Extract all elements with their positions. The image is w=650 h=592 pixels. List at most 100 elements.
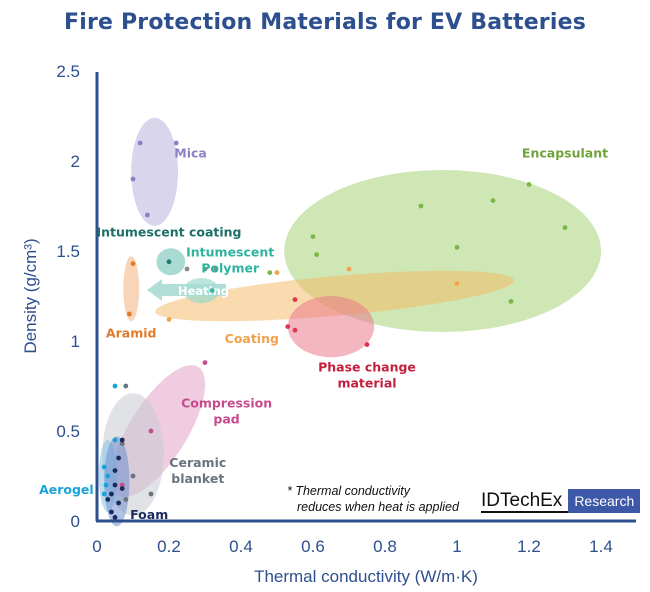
- y-tick-labels: 0 0.5 1 1.5 2 2.5: [56, 62, 80, 531]
- data-point-aramid: [126, 311, 132, 317]
- data-point-encapsulant: [418, 203, 424, 209]
- data-point-encapsulant: [267, 270, 273, 275]
- data-point-encapsulant: [310, 234, 316, 240]
- footnote-line-1: * Thermal conductivity: [287, 484, 411, 498]
- data-point-coating: [166, 317, 172, 322]
- logo-wordmark: IDTechEx: [481, 489, 569, 513]
- y-tick-label: 1.5: [56, 242, 80, 261]
- heating-label: Heating: [178, 284, 229, 298]
- data-point-encapsulant: [490, 198, 496, 204]
- label-coating: Coating: [225, 331, 279, 346]
- data-point-foam: [112, 468, 118, 473]
- data-point-misc: [184, 266, 190, 272]
- data-point-foam: [112, 482, 118, 488]
- data-point-encapsulant: [562, 225, 568, 231]
- x-tick-label: 0.4: [229, 537, 253, 556]
- data-point-encapsulant: [526, 182, 532, 187]
- data-point-misc: [202, 266, 208, 272]
- label-foam: Foam: [130, 507, 168, 522]
- data-point-aramid: [130, 261, 136, 266]
- x-tick-labels: 0 0.2 0.4 0.6 0.8 1 1.2 1.4: [92, 537, 613, 556]
- data-point-foam: [109, 491, 114, 497]
- data-point-intumescent-coating: [166, 259, 172, 265]
- x-tick-label: 1.2: [517, 537, 541, 556]
- data-point-foam: [116, 500, 121, 506]
- data-point-compression-pad: [202, 360, 208, 365]
- heating-arrow-icon: [147, 279, 226, 301]
- data-point-foam: [119, 486, 125, 491]
- axes: 0 0.2 0.4 0.6 0.8 1 1.2 1.4 0 0.5 1 1.5 2 2.5 Therma…: [21, 62, 636, 586]
- data-point-foam: [112, 515, 118, 520]
- data-point-aerogel: [103, 482, 109, 488]
- data-point-compression-pad: [148, 428, 154, 434]
- x-tick-label: 0.2: [157, 537, 181, 556]
- data-point-encapsulant: [314, 252, 319, 257]
- data-point-foam: [109, 509, 114, 515]
- category-labels: Mica Encapsulant Intumescent coating Intume…: [39, 145, 608, 522]
- region-mica: [131, 117, 179, 226]
- label-phase-change-material: Phase change material: [318, 360, 416, 391]
- data-point-encapsulant: [454, 245, 460, 250]
- region-coating: [155, 270, 514, 322]
- data-point-aerogel: [112, 383, 118, 389]
- data-point-compression-pad: [119, 482, 125, 488]
- data-point-ceramic-blanket: [148, 491, 154, 497]
- y-axis-title: Density (g/cm³): [21, 238, 40, 353]
- data-point-aerogel: [101, 464, 107, 470]
- data-point-coating: [454, 281, 460, 286]
- region-foam: [104, 436, 130, 527]
- x-tick-label: 0: [92, 537, 101, 556]
- label-compression-pad: Compression pad: [181, 396, 272, 427]
- y-tick-label: 1: [71, 332, 80, 351]
- region-aramid: [123, 256, 140, 322]
- label-ceramic-blanket: Ceramic blanket: [169, 455, 226, 486]
- data-point-aerogel: [101, 491, 107, 497]
- data-point-phase-change-material: [292, 297, 298, 302]
- label-mica: Mica: [174, 145, 207, 160]
- data-point-ceramic-blanket: [119, 441, 125, 446]
- y-tick-label: 0: [71, 512, 80, 531]
- label-encapsulant: Encapsulant: [522, 145, 608, 160]
- data-point-foam: [116, 455, 121, 461]
- label-aerogel: Aerogel: [39, 482, 94, 497]
- data-point-mica: [145, 212, 150, 218]
- data-point-coating: [274, 270, 280, 275]
- data-point-phase-change-material: [292, 327, 298, 333]
- logo-research-tag: Research: [568, 489, 641, 513]
- data-point-phase-change-material: [285, 324, 291, 329]
- y-tick-label: 2.5: [56, 62, 80, 81]
- data-point-ceramic-blanket: [123, 383, 129, 389]
- x-axis-title: Thermal conductivity (W/m·K): [254, 567, 478, 586]
- data-point-foam: [105, 497, 111, 502]
- label-aramid: Aramid: [106, 325, 157, 340]
- x-tick-label: 0.6: [301, 537, 325, 556]
- data-point-mica: [137, 140, 143, 146]
- chart-title: Fire Protection Materials for EV Batteri…: [63, 10, 587, 35]
- data-point-mica: [173, 140, 179, 146]
- data-point-ceramic-blanket: [130, 473, 136, 479]
- region-phase-change-material: [287, 296, 375, 358]
- footnote-line-2: reduces when heat is applied: [297, 500, 460, 514]
- data-point-mica: [130, 176, 136, 182]
- y-tick-label: 2: [71, 152, 80, 171]
- data-point-intumescent-polymer: [209, 288, 215, 293]
- label-intumescent-polymer: Intumescent Polymer: [186, 244, 274, 275]
- data-point-phase-change-material: [364, 342, 370, 347]
- data-point-misc: [213, 266, 219, 272]
- idtechex-logo: IDTechEx Research: [481, 489, 641, 513]
- y-tick-label: 0.5: [56, 422, 80, 441]
- data-point-coating: [346, 266, 352, 272]
- data-point-foam: [119, 437, 125, 443]
- data-point-aerogel: [112, 437, 118, 443]
- x-tick-label: 1.4: [589, 537, 613, 556]
- label-intumescent-coating: Intumescent coating: [96, 225, 241, 240]
- data-point-aerogel: [105, 473, 111, 479]
- data-point-ceramic-blanket: [123, 497, 129, 502]
- x-tick-label: 1: [452, 537, 461, 556]
- data-points: [101, 140, 568, 520]
- data-point-encapsulant: [508, 299, 514, 304]
- heating-arrow: Heating: [147, 279, 229, 301]
- footnote: * Thermal conductivity reduces when heat…: [287, 484, 460, 514]
- x-tick-label: 0.8: [373, 537, 397, 556]
